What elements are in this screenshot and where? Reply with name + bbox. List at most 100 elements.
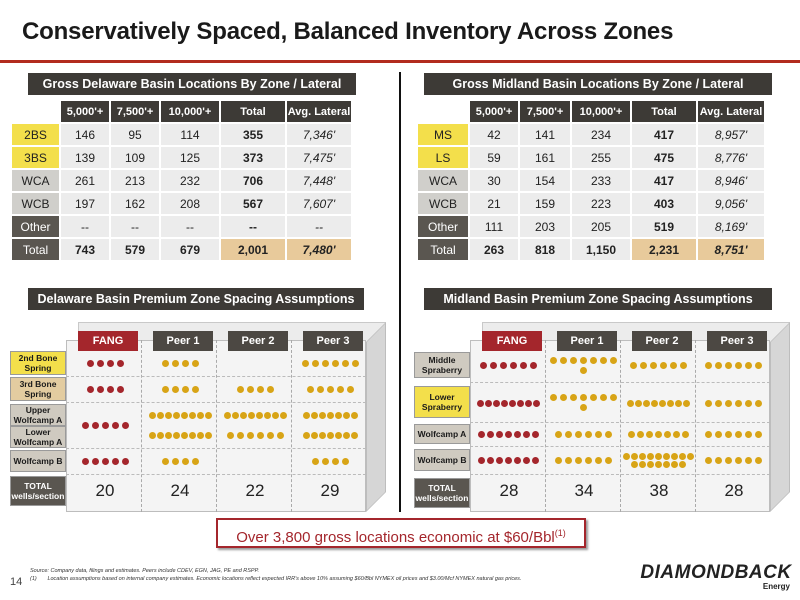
table-cell-total: 417 [632,170,696,191]
table-cell: 95 [111,124,159,145]
col-header: 10,000'+ [161,101,219,122]
zone-label-lower-wolfcamp-a: Lower Wolfcamp A [10,426,66,448]
zone-label-wolfcamp-a: Wolfcamp A [414,424,470,444]
well-dots [219,408,291,422]
table-cell-total: 373 [221,147,285,168]
col-header: 7,500'+ [520,101,570,122]
table-row: Other 111 203 205 519 8,169' [418,216,764,237]
zone-label: Other [418,216,468,237]
economic-locations-callout: Over 3,800 gross locations economic at $… [216,518,586,548]
table-row: 2BS 146 95 114 355 7,346' [12,124,351,145]
zone-label-wolfcamp-b: Wolfcamp B [414,449,470,471]
col-header: 7,500'+ [111,101,159,122]
table-cell: 213 [111,170,159,191]
well-dots [698,351,768,379]
zone-label-middle-spraberry: Middle Spraberry [414,352,470,378]
well-dots [548,453,618,467]
well-dots [144,428,216,442]
well-dots [294,428,366,442]
well-dots [70,382,140,396]
midland-table-header: Gross Midland Basin Locations By Zone / … [424,73,772,95]
table-cell: 139 [61,147,109,168]
well-dots [472,396,544,410]
table-cell-total: 475 [632,147,696,168]
table-cell: 21 [470,193,518,214]
delaware-locations-table: 5,000'+ 7,500'+ 10,000'+ Total Avg. Late… [10,99,353,262]
table-header-row: 5,000'+ 7,500'+ 10,000'+ Total Avg. Late… [12,101,351,122]
table-cell-avg: 7,475' [287,147,351,168]
col-header: Total [632,101,696,122]
zone-label-3rd-bone-spring: 3rd Bone Spring [10,377,66,401]
col-header: Avg. Lateral [287,101,351,122]
wells-per-section-peer-1: 24 [170,481,190,500]
peer-tab-fang: FANG [482,331,542,351]
table-cell-total: 2,231 [632,239,696,260]
table-header-row: 5,000'+ 7,500'+ 10,000'+ Total Avg. Late… [418,101,764,122]
table-row: WCA 261 213 232 706 7,448' [12,170,351,191]
wells-per-section-peer-2: 22 [245,481,265,500]
well-dots [473,358,543,372]
zone-label-lower-spraberry: Lower Spraberry [414,386,470,418]
source-footnote: Source: Company data, filings and estima… [30,568,260,574]
well-dots [698,453,768,467]
total-wells-label: TOTAL wells/section [10,476,66,506]
zone-label: WCA [418,170,468,191]
table-cell: 159 [520,193,570,214]
well-dots [622,396,694,410]
table-cell-avg: 8,957' [698,124,764,145]
table-cell: 141 [520,124,570,145]
table-cell-avg: 7,607' [287,193,351,214]
well-dots [294,408,366,422]
wells-per-section-fang: 20 [95,481,115,500]
table-row: Other -- -- -- -- -- [12,216,351,237]
well-dots [70,356,140,370]
wells-per-section-fang: 28 [499,481,519,500]
table-cell: 263 [470,239,518,260]
well-dots [219,428,291,442]
table-cell: 255 [572,147,630,168]
well-dots [145,382,215,396]
well-dots [145,454,215,468]
table-cell-avg: 7,448' [287,170,351,191]
table-cell-total: 403 [632,193,696,214]
footnote-1: (1) Location assumptions based on intern… [30,576,521,582]
zone-label: WCB [418,193,468,214]
table-cell-total: 355 [221,124,285,145]
zone-label: MS [418,124,468,145]
table-cell: 203 [520,216,570,237]
zone-label: Total [12,239,59,260]
total-wells-label: TOTAL wells/section [414,478,470,508]
well-dots [622,448,694,472]
table-cell: 42 [470,124,518,145]
table-cell-total: 2,001 [221,239,285,260]
table-cell-avg: 8,751' [698,239,764,260]
well-dots [295,356,365,370]
table-cell-total: 706 [221,170,285,191]
zone-label: Total [418,239,468,260]
peer-tab-peer-2: Peer 2 [228,331,288,351]
well-dots [473,427,543,441]
table-cell: 162 [111,193,159,214]
zone-label-wolfcamp-b: Wolfcamp B [10,450,66,472]
table-cell: -- [61,216,109,237]
page-number: 14 [10,576,23,588]
table-cell: -- [161,216,219,237]
table-cell: 679 [161,239,219,260]
table-cell: 223 [572,193,630,214]
delaware-spacing-header: Delaware Basin Premium Zone Spacing Assu… [28,288,364,310]
table-cell: 125 [161,147,219,168]
callout-footnote-ref: (1) [554,528,566,538]
wells-per-section-peer-3: 28 [724,481,744,500]
well-dots [548,351,618,379]
zone-label: LS [418,147,468,168]
table-cell: 146 [61,124,109,145]
well-dots [295,382,365,396]
zone-label-2nd-bone-spring: 2nd Bone Spring [10,351,66,375]
table-cell: 1,150 [572,239,630,260]
well-dots [70,454,140,468]
zone-label-upper-wolfcamp-a: Upper Wolfcamp A [10,404,66,426]
table-cell-avg: 9,056' [698,193,764,214]
well-dots [473,453,543,467]
well-dots [623,427,693,441]
wells-per-section-peer-3: 29 [320,481,340,500]
